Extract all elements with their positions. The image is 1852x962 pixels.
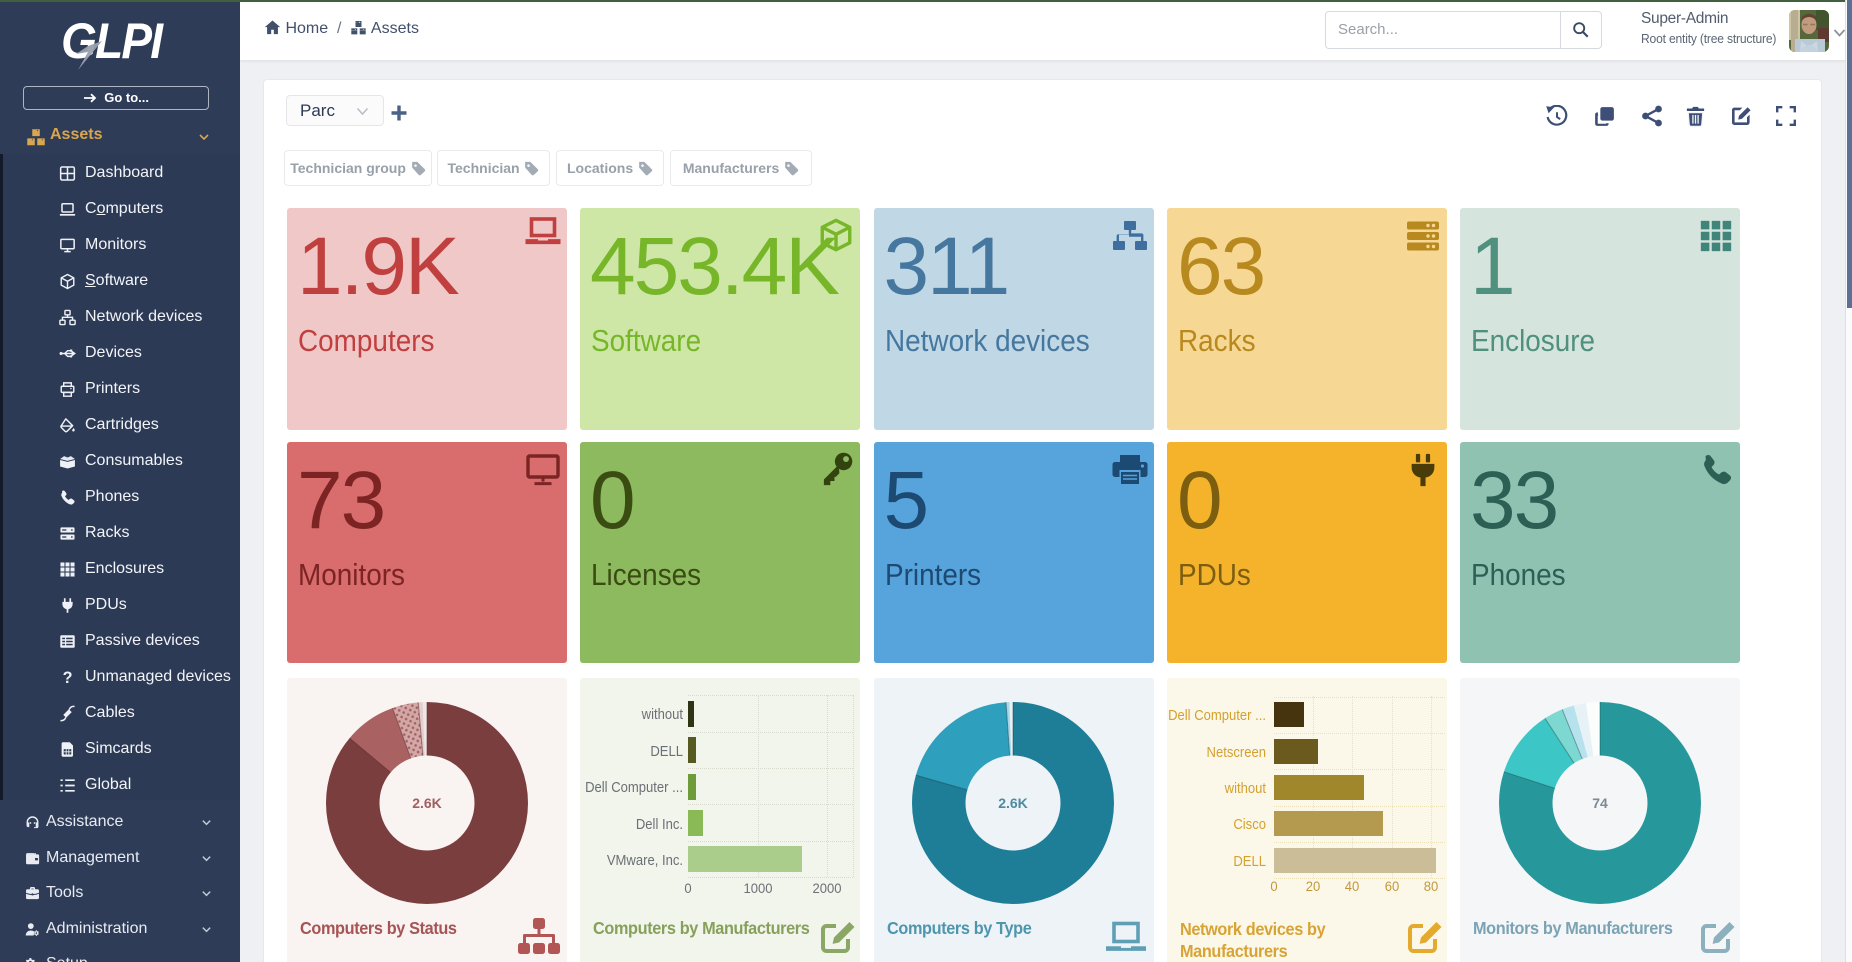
svg-text:2.6K: 2.6K [998, 795, 1028, 811]
svg-text:2.6K: 2.6K [412, 795, 442, 811]
svg-text:GLPI: GLPI [61, 18, 164, 69]
svg-text:?: ? [63, 669, 73, 687]
svg-text:74: 74 [1592, 795, 1608, 811]
